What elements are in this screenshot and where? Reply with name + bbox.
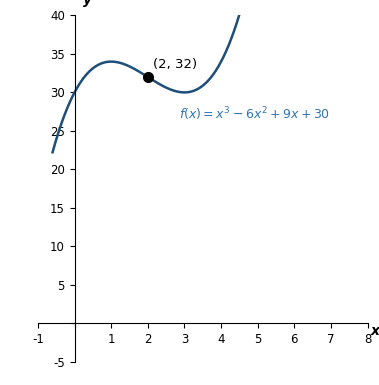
Text: $f(x) = x^3 - 6x^2 + 9x + 30$: $f(x) = x^3 - 6x^2 + 9x + 30$ — [179, 105, 330, 123]
Text: x: x — [370, 324, 379, 338]
Text: (2, 32): (2, 32) — [153, 58, 197, 71]
Text: y: y — [83, 0, 92, 7]
